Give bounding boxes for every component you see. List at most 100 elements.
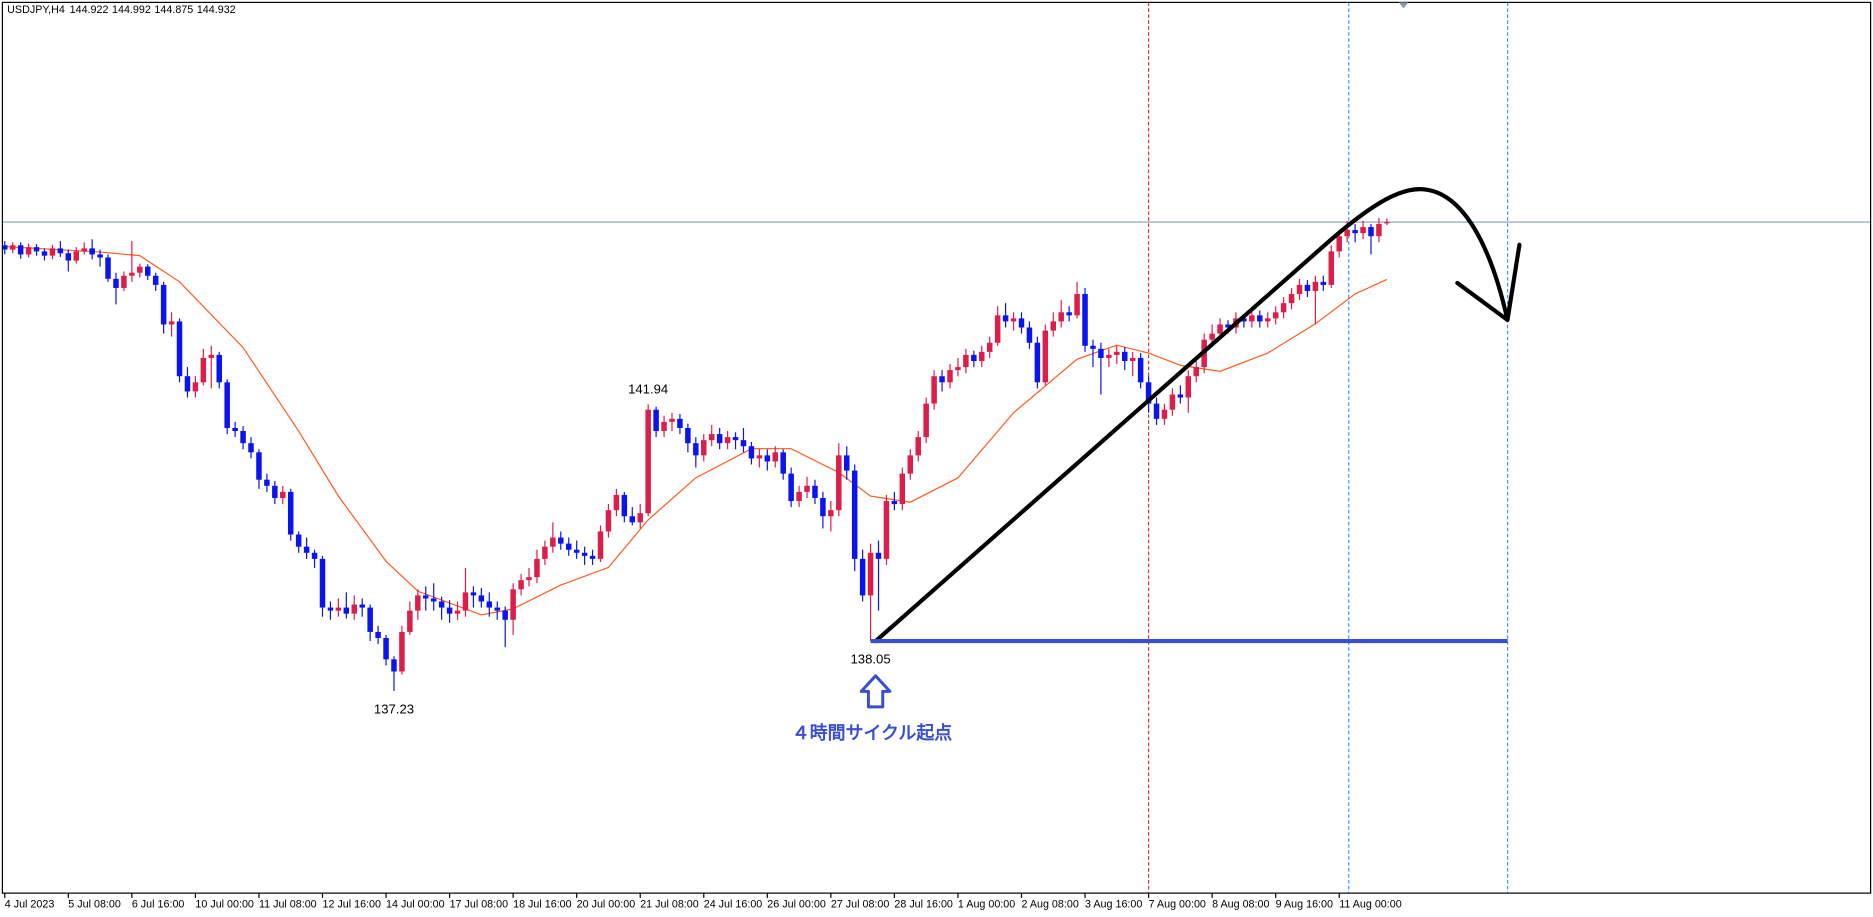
candle-body <box>1320 281 1327 285</box>
candle-body <box>415 595 421 611</box>
cycle-label: ４時間サイクル起点 <box>792 722 952 743</box>
candle-body <box>708 434 715 441</box>
candle-body <box>1129 357 1136 361</box>
start-arrow <box>859 674 892 709</box>
candle-body <box>1288 294 1295 304</box>
x-tick-label: 14 Jul 00:00 <box>386 898 445 910</box>
symbol: USDJPY,H4 <box>7 4 65 16</box>
candle-body <box>105 257 111 279</box>
candle-body <box>248 443 254 453</box>
candle-body <box>1145 382 1152 404</box>
candle-body <box>558 537 564 544</box>
x-tick-label: 2 Aug 08:00 <box>1021 898 1078 910</box>
candle-body <box>843 455 850 471</box>
x-tick-label: 11 Aug 00:00 <box>1339 898 1402 910</box>
candle-body <box>486 601 493 608</box>
forecast-arrow <box>873 187 1522 644</box>
close: 144.932 <box>197 4 236 16</box>
x-tick-label: 6 Jul 16:00 <box>132 898 185 910</box>
candle-body <box>669 418 675 422</box>
candle-body <box>526 577 532 581</box>
candle-body <box>367 607 373 632</box>
candle-body <box>1296 284 1303 295</box>
candle-body <box>502 610 508 620</box>
x-tick-label: 11 Jul 08:00 <box>259 898 317 910</box>
candle-body <box>1169 394 1176 410</box>
candle-body <box>931 376 937 404</box>
plot-layer <box>2 2 1871 894</box>
candle-body <box>97 254 103 258</box>
candle-body <box>375 631 381 639</box>
candle-body <box>295 534 302 547</box>
candle-body <box>748 446 755 459</box>
candle-body <box>1090 345 1096 349</box>
candle-body <box>812 485 818 498</box>
candle-body <box>915 437 921 456</box>
candle-body <box>303 546 310 553</box>
candle-body <box>407 610 413 632</box>
candle-body <box>788 473 794 502</box>
candle-body <box>1336 236 1342 252</box>
shift-marker <box>1398 2 1409 9</box>
candle-body <box>470 592 477 596</box>
candle-body <box>518 580 524 590</box>
candle-body <box>335 607 342 611</box>
candle-body <box>1066 312 1072 316</box>
candle-body <box>359 604 365 608</box>
candle-body <box>899 473 906 505</box>
candle-body <box>1137 357 1144 383</box>
candle-body <box>685 427 691 444</box>
candle-body <box>351 604 358 614</box>
candle-body <box>478 595 485 602</box>
candle-body <box>200 357 207 383</box>
x-tick-label: 5 Jul 08:00 <box>68 898 121 910</box>
candle-body <box>1368 227 1374 237</box>
candle-body <box>701 440 707 456</box>
candle-body <box>597 531 604 559</box>
candle-body <box>565 543 572 550</box>
candle-body <box>137 266 143 273</box>
candle-body <box>272 485 278 498</box>
candle-body <box>621 494 628 517</box>
candle-body <box>1272 312 1279 319</box>
candle-body <box>1185 376 1192 398</box>
candle-body <box>454 610 461 614</box>
candle-body <box>1098 348 1104 358</box>
candle-body <box>327 607 334 611</box>
candle-body <box>1249 315 1255 322</box>
candle-body <box>33 247 40 252</box>
candle-body <box>613 494 620 511</box>
candle-body <box>25 247 32 255</box>
candle-body <box>1018 318 1025 328</box>
high: 144.992 <box>112 4 151 16</box>
candle-body <box>462 592 469 611</box>
candle-body <box>287 491 294 535</box>
open: 144.922 <box>70 4 109 16</box>
candle-body <box>1002 315 1009 322</box>
candle-body <box>1074 294 1080 316</box>
candle-body <box>796 491 802 502</box>
candle-body <box>65 253 72 261</box>
x-tick-label: 7 Aug 00:00 <box>1149 898 1206 910</box>
candle-body <box>740 440 747 447</box>
candle-body <box>1177 394 1184 398</box>
candle-body <box>955 367 961 371</box>
candle-body <box>939 376 945 383</box>
candle-body <box>780 452 786 474</box>
candle-body <box>319 558 326 608</box>
candle-body <box>192 382 199 392</box>
candle-body <box>1034 342 1041 383</box>
candle-body <box>391 659 397 672</box>
candle-body <box>645 409 651 514</box>
x-tick-label: 21 Jul 08:00 <box>640 898 699 910</box>
candle-body <box>280 491 286 498</box>
candle-body <box>875 552 882 559</box>
candle-body <box>589 555 596 559</box>
candle-body <box>57 248 64 254</box>
candle-body <box>653 409 659 432</box>
candle-body <box>923 403 929 438</box>
candle-body <box>383 638 389 660</box>
candle-body <box>1280 303 1287 313</box>
candle-body <box>1376 224 1382 237</box>
